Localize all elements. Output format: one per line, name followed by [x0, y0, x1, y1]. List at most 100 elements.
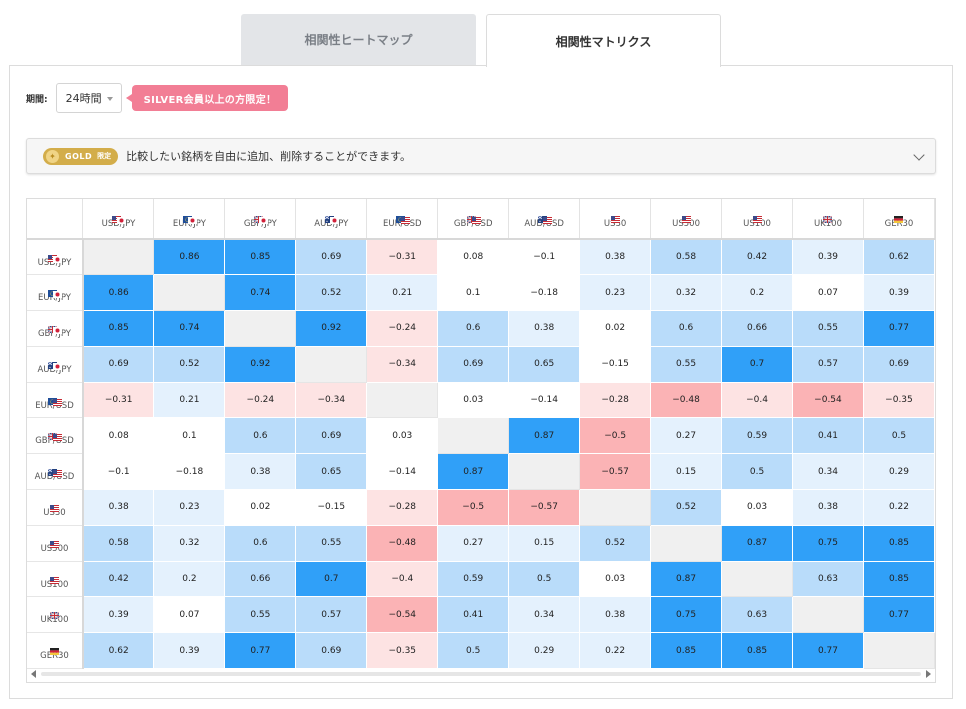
- flag-us-icon: [53, 462, 63, 481]
- matrix-cell: −0.18: [508, 274, 581, 312]
- matrix-cell: −0.48: [366, 525, 439, 562]
- row-header-ger30: GER30: [27, 632, 84, 670]
- matrix-cell: −0.1: [82, 453, 155, 491]
- matrix-cell: 0.77: [792, 632, 864, 670]
- matrix-cell: 0.57: [295, 596, 368, 634]
- tab-bar: 相関性ヒートマップ 相関性マトリクス: [0, 14, 966, 67]
- matrix-cell-diagonal: [437, 417, 510, 455]
- matrix-cell: 0.1: [153, 417, 226, 455]
- matrix-cell: 0.85: [863, 561, 935, 598]
- matrix-cell: 0.55: [792, 310, 864, 347]
- period-value: 24時間: [65, 92, 102, 105]
- horizontal-scrollbar[interactable]: [31, 669, 931, 678]
- matrix-row: EUR/JPY 0.86 0.74 0.52 0.21 0.1 −0.18 0.23 0.32 0…: [27, 274, 935, 312]
- matrix-cell: 0.86: [153, 239, 226, 276]
- matrix-cell: 0.42: [721, 239, 793, 276]
- matrix-cell: 0.75: [650, 596, 723, 634]
- matrix-cell-diagonal: [153, 274, 226, 312]
- matrix-row: US30 0.38 0.23 0.02 −0.15 −0.28 −0.5 −0.57 0.52 0…: [27, 489, 935, 526]
- matrix-cell: 0.85: [721, 632, 793, 670]
- matrix-row: US100 0.42 0.2 0.66 0.7 −0.4 0.59 0.5 0.03 0.87 0.…: [27, 561, 935, 598]
- gold-feature-bar[interactable]: ✦ GOLD 限定 比較したい銘柄を自由に追加、削除することができます。: [26, 138, 936, 174]
- matrix-cell: 0.5: [721, 453, 793, 491]
- matrix-cell: 0.69: [437, 346, 510, 383]
- gold-badge-sub: 限定: [97, 152, 112, 160]
- tab-heatmap[interactable]: 相関性ヒートマップ: [241, 14, 476, 65]
- matrix-cell: 0.39: [863, 274, 935, 312]
- arrow-right-icon[interactable]: [926, 670, 931, 678]
- matrix-cell: 0.1: [437, 274, 510, 312]
- flag-jp-icon: [53, 283, 63, 302]
- matrix-cell: 0.69: [295, 632, 368, 670]
- column-header-gbp-usd: GBP/USD: [437, 199, 510, 240]
- row-header-gbp-usd: GBP/USD: [27, 417, 84, 455]
- flag-gb-icon: [253, 208, 264, 227]
- matrix-cell: 0.27: [650, 417, 723, 455]
- matrix-cell: 0.21: [366, 274, 439, 312]
- row-header-label: GBP/USD: [35, 436, 74, 447]
- correlation-matrix: USD/JPY EUR/JPY GBP/JPY AUD/JPY EUR/USD GBP/U…: [26, 198, 936, 683]
- column-header-label: GBP/JPY: [243, 219, 277, 229]
- matrix-cell: 0.69: [82, 346, 155, 383]
- matrix-row: AUD/USD −0.1 −0.18 0.38 0.65 −0.14 0.87 −0.57 0.…: [27, 453, 935, 491]
- matrix-row: USD/JPY 0.86 0.85 0.69 −0.31 0.08 −0.1 0.38 0.58…: [27, 239, 935, 276]
- matrix-cell: 0.07: [153, 596, 226, 634]
- flag-us-icon: [472, 209, 482, 228]
- matrix-cell: −0.35: [863, 382, 935, 419]
- matrix-row: EUR/USD −0.31 0.21 −0.24 −0.34 0.03 −0.14 −0.28…: [27, 382, 935, 419]
- matrix-cell-diagonal: [508, 453, 581, 491]
- column-header-gbp-jpy: GBP/JPY: [224, 199, 297, 240]
- matrix-cell-diagonal: [863, 632, 935, 670]
- matrix-cell: −0.28: [366, 489, 439, 526]
- matrix-cell: −0.57: [508, 489, 581, 526]
- row-header-label: US30: [43, 507, 66, 518]
- matrix-cell: 0.55: [650, 346, 723, 383]
- matrix-cell: 0.15: [508, 525, 581, 562]
- matrix-cell: 0.38: [82, 489, 155, 526]
- matrix-cell-diagonal: [650, 525, 723, 562]
- matrix-cell: −0.14: [508, 382, 581, 419]
- arrow-left-icon[interactable]: [31, 670, 36, 678]
- tab-matrix[interactable]: 相関性マトリクス: [486, 14, 721, 67]
- gold-badge: ✦ GOLD 限定: [43, 147, 119, 165]
- period-row: 期間: 24時間 SILVER会員以上の方限定！: [26, 83, 289, 113]
- chevron-down-icon[interactable]: [913, 149, 925, 161]
- matrix-cell: 0.66: [721, 310, 793, 347]
- matrix-cell: 0.22: [863, 489, 935, 526]
- scroll-track[interactable]: [41, 672, 921, 676]
- matrix-cell-diagonal: [295, 346, 368, 383]
- matrix-cell: 0.29: [508, 632, 581, 670]
- matrix-cell: −0.31: [366, 239, 439, 276]
- matrix-cell: 0.39: [153, 632, 226, 670]
- matrix-cell: 0.5: [437, 632, 510, 670]
- flag-us-icon: [401, 209, 411, 228]
- column-header-eur-jpy: EUR/JPY: [153, 199, 226, 240]
- matrix-cell: 0.55: [224, 596, 297, 634]
- period-select[interactable]: 24時間: [55, 83, 122, 113]
- row-header-label: US100: [40, 579, 69, 590]
- matrix-cell: −0.34: [295, 382, 368, 419]
- matrix-cell: −0.57: [579, 453, 652, 491]
- matrix-cell: −0.35: [366, 632, 439, 670]
- matrix-cell: 0.03: [437, 382, 510, 419]
- row-header-gbp-jpy: GBP/JPY: [27, 310, 84, 347]
- matrix-cell: 0.38: [579, 239, 652, 276]
- column-header-label: US500: [672, 219, 700, 229]
- matrix-cell: 0.57: [792, 346, 864, 383]
- flag-us-icon: [53, 391, 63, 410]
- matrix-cell: −0.54: [792, 382, 864, 419]
- matrix-cell: 0.75: [792, 525, 864, 562]
- row-header-us500: US500: [27, 525, 84, 562]
- matrix-cell: 0.02: [224, 489, 297, 526]
- matrix-cell: 0.21: [153, 382, 226, 419]
- flag-jp-icon: [259, 209, 269, 228]
- matrix-header-row: USD/JPY EUR/JPY GBP/JPY AUD/JPY EUR/USD GBP/U…: [27, 199, 935, 240]
- row-header-label: US500: [40, 543, 69, 554]
- row-header-us100: US100: [27, 561, 84, 598]
- row-header-eur-jpy: EUR/JPY: [27, 274, 84, 312]
- matrix-cell: 0.65: [295, 453, 368, 491]
- row-header-aud-usd: AUD/USD: [27, 453, 84, 491]
- matrix-cell: 0.85: [650, 632, 723, 670]
- matrix-cell: 0.77: [224, 632, 297, 670]
- matrix-cell: 0.27: [437, 525, 510, 562]
